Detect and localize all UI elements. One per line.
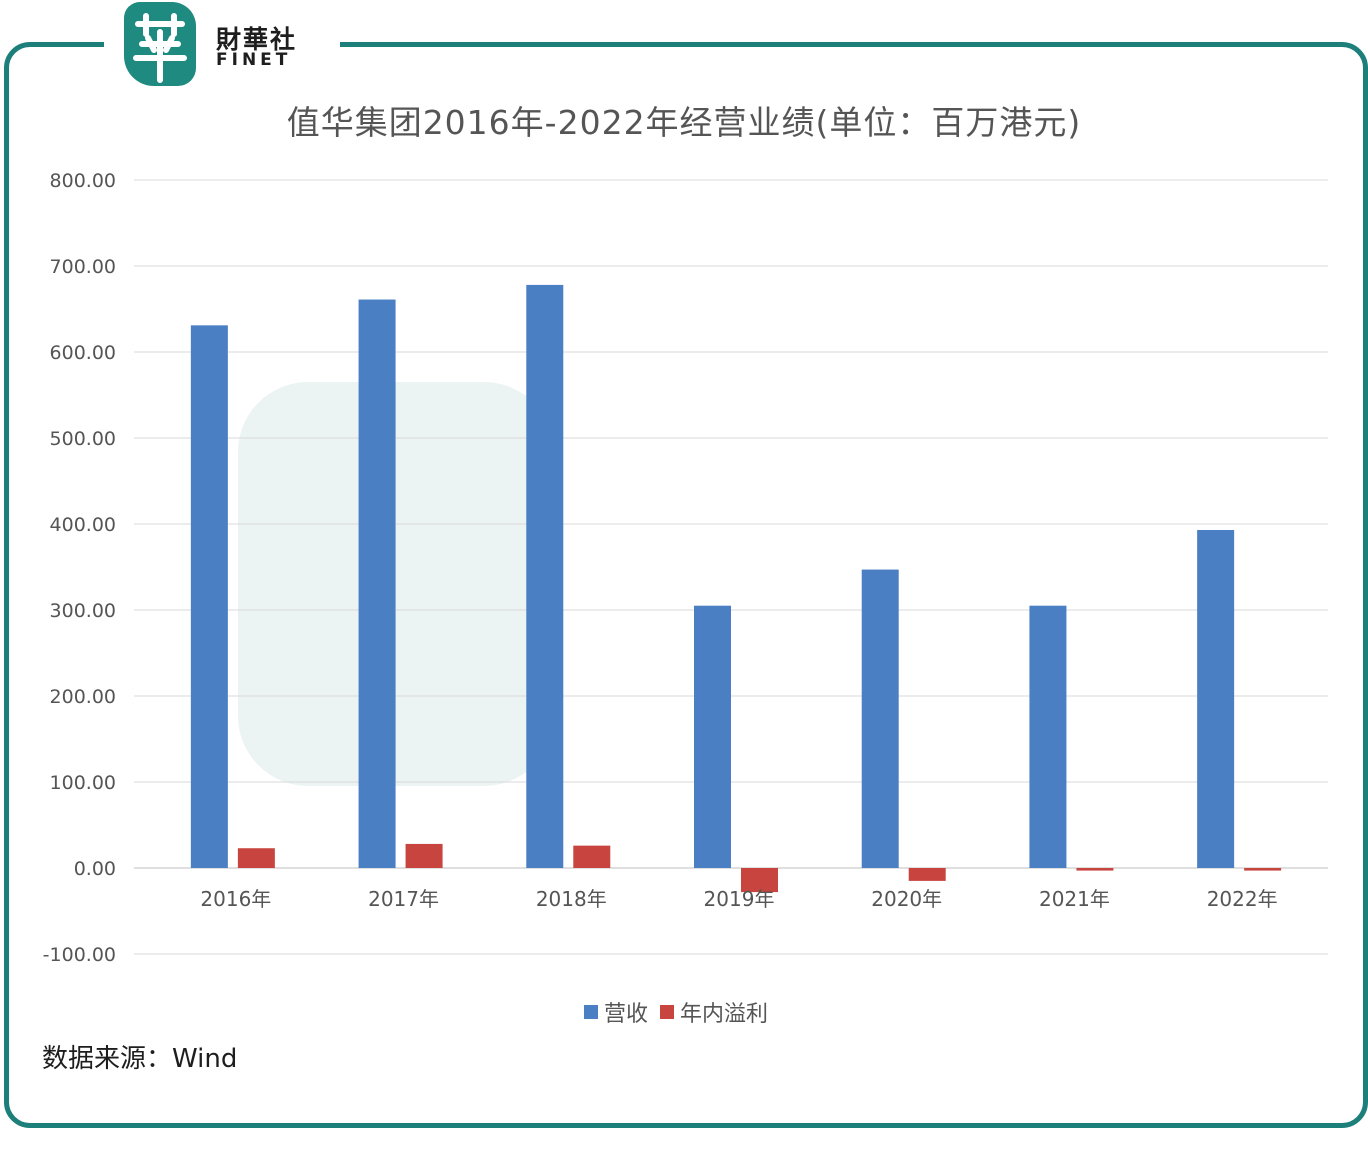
bar-profit	[237, 848, 275, 868]
data-source-note: 数据来源：Wind	[42, 1044, 238, 1074]
bar-profit	[573, 845, 611, 868]
y-tick-label: 500.00	[50, 428, 116, 450]
legend-swatch-profit	[660, 1005, 675, 1019]
legend-label-profit: 年内溢利	[680, 1002, 769, 1027]
bar-revenue	[526, 284, 564, 868]
legend-label-revenue: 营收	[604, 1002, 649, 1027]
x-tick-label: 2021年	[1039, 887, 1110, 911]
chart-legend: 营收 年内溢利	[584, 996, 780, 1028]
legend-item-revenue: 营收	[584, 996, 648, 1028]
x-tick-label: 2017年	[368, 887, 439, 911]
bar-profit	[741, 868, 778, 893]
y-tick-label: 200.00	[50, 686, 116, 708]
bar-profit	[1244, 868, 1282, 871]
y-tick-label: 400.00	[50, 514, 116, 536]
finet-logo: 財華社 FINET	[104, 0, 340, 92]
x-tick-label: 2020年	[871, 887, 942, 911]
logo-text-cn: 財華社	[216, 25, 298, 54]
bar-revenue	[861, 569, 899, 868]
legend-swatch-revenue	[584, 1005, 598, 1019]
bar-revenue	[694, 605, 731, 868]
bar-profit	[405, 843, 443, 868]
x-tick-label: 2022年	[1207, 887, 1278, 911]
y-tick-label: 0.00	[74, 858, 116, 880]
y-tick-label: 600.00	[50, 342, 116, 364]
bar-revenue	[1029, 605, 1067, 868]
x-tick-label: 2019年	[704, 887, 775, 911]
legend-item-profit: 年内溢利	[660, 996, 768, 1028]
x-tick-label: 2018年	[536, 887, 607, 911]
bar-revenue	[358, 299, 396, 868]
y-tick-label: 800.00	[50, 170, 116, 192]
x-tick-label: 2016年	[200, 887, 271, 911]
logo-seal-icon	[124, 2, 196, 86]
y-tick-label: -100.00	[43, 944, 116, 966]
y-tick-label: 700.00	[50, 256, 116, 278]
finet-watermark	[238, 382, 554, 786]
logo-text-en: FINET	[216, 50, 292, 70]
bar-revenue	[190, 325, 228, 869]
y-tick-label: 300.00	[50, 600, 116, 622]
bar-profit	[908, 868, 946, 881]
y-tick-label: 100.00	[50, 772, 116, 794]
bar-profit	[1076, 868, 1114, 871]
bar-revenue	[1197, 530, 1235, 868]
chart-title: 值华集团2016年-2022年经营业绩(单位：百万港元)	[286, 103, 1082, 142]
chart-frame	[4, 42, 1368, 1128]
